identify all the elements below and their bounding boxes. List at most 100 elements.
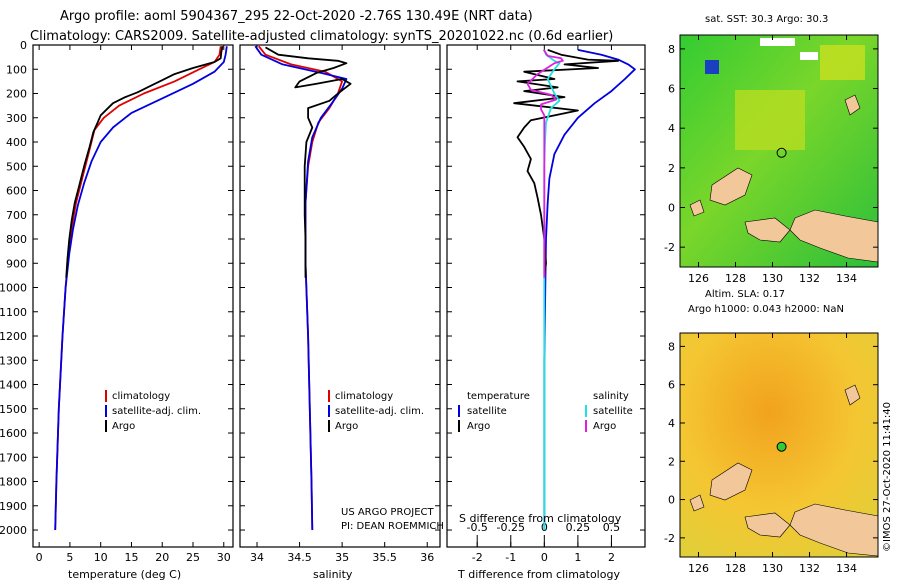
sst-cold-patch xyxy=(705,60,719,74)
series-line-satellite-adj-clim- xyxy=(54,46,228,531)
map-x-tick-label: 130 xyxy=(762,272,783,285)
series-line-s-satellite xyxy=(543,49,561,530)
depth-tick-label: 500 xyxy=(6,160,27,173)
depth-tick-label: 300 xyxy=(6,112,27,125)
legend-t-argo-label: Argo xyxy=(467,421,490,432)
map-y-tick-label: 6 xyxy=(668,379,675,392)
map-x-tick-label: 126 xyxy=(688,562,709,575)
map-x-tick-label: 134 xyxy=(836,562,857,575)
map-y-tick-label: 2 xyxy=(668,162,675,175)
map-y-tick-label: 0 xyxy=(668,202,675,215)
map-x-tick-label: 128 xyxy=(725,562,746,575)
map-axes: 126 128 130 132 134 8 6 4 2 0 -2 126 128 130 132 134 8 6 4… xyxy=(664,35,878,575)
sla-land-island xyxy=(689,494,705,512)
series-line-satellite-adj-clim- xyxy=(254,45,348,531)
x-tick-label: 20 xyxy=(155,551,169,564)
series-line-t-satellite xyxy=(543,49,636,530)
map-y-tick-label: 2 xyxy=(668,455,675,468)
depth-tick-label: 700 xyxy=(6,209,27,222)
sla-land-island xyxy=(709,462,753,501)
x-tick-label: 2 xyxy=(608,551,615,564)
x-tick-label: 35 xyxy=(335,551,349,564)
x-tick-label: 15 xyxy=(124,551,138,564)
depth-tick-label: 1300 xyxy=(0,354,27,367)
sst-map-frame xyxy=(679,34,879,268)
legend-clim-label: climatology xyxy=(335,391,393,402)
legend-temperature-title: temperature xyxy=(467,391,530,402)
x-tick-label: 30 xyxy=(217,551,231,564)
difference-panel-frame xyxy=(446,44,646,548)
legend-argo-label: Argo xyxy=(112,421,135,432)
x-tick-label: 35.5 xyxy=(372,551,397,564)
depth-tick-label: 800 xyxy=(6,233,27,246)
map-y-tick-label: 8 xyxy=(668,340,675,353)
map-y-tick-label: 8 xyxy=(668,43,675,56)
legend-satclim-label: satellite-adj. clim. xyxy=(335,406,424,417)
x-tick-label: 0 xyxy=(36,551,43,564)
depth-tick-label: 1900 xyxy=(0,500,27,513)
series-line-argo xyxy=(65,46,224,278)
s-x-tick-label: 0.5 xyxy=(603,521,621,534)
sst-cloud-gap xyxy=(760,38,795,46)
temperature-legend: climatology satellite-adj. clim. Argo xyxy=(105,390,201,432)
x-tick-label: 5 xyxy=(66,551,73,564)
depth-tick-label: 1700 xyxy=(0,451,27,464)
map-y-tick-label: 0 xyxy=(668,494,675,507)
sla-land-newguinea xyxy=(789,503,879,557)
legend-clim-label: climatology xyxy=(112,391,170,402)
footer-stamp: ©IMOS 27-Oct-2020 11:41:40 xyxy=(882,401,893,552)
salinity-plot: 34 34.5 35 35.5 36 xyxy=(250,45,434,564)
map-y-tick-label: -2 xyxy=(664,241,675,254)
x-tick-label: -1 xyxy=(505,551,516,564)
depth-tick-label: 600 xyxy=(6,185,27,198)
map-x-tick-label: 134 xyxy=(836,272,857,285)
depth-tick-label: 1500 xyxy=(0,403,27,416)
map-y-tick-label: 4 xyxy=(668,417,675,430)
legend-s-satellite-label: satellite xyxy=(593,406,633,417)
map-y-tick-label: 4 xyxy=(668,122,675,135)
x-tick-label: 25 xyxy=(186,551,200,564)
sla-land-island xyxy=(744,512,791,538)
argo-position-marker xyxy=(776,147,787,158)
depth-tick-label: 1400 xyxy=(0,379,27,392)
sst-map-title: sat. SST: 30.3 Argo: 30.3 xyxy=(705,14,828,25)
x-tick-label: 34.5 xyxy=(287,551,312,564)
x-tick-label: 1 xyxy=(574,551,581,564)
s-x-tick-label: -0.25 xyxy=(497,521,525,534)
sst-warm-patch xyxy=(735,90,805,150)
legend-satclim-label: satellite-adj. clim. xyxy=(112,406,201,417)
x-tick-label: 34 xyxy=(250,551,264,564)
depth-tick-label: 1200 xyxy=(0,330,27,343)
s-x-tick-label: -0.5 xyxy=(466,521,487,534)
temperature-x-label: temperature (deg C) xyxy=(68,568,181,580)
difference-plot: -2 -1 0 1 2-0.5 -0.25 0 0.25 0.5 xyxy=(466,45,636,564)
project-annotation: US ARGO PROJECT xyxy=(341,507,435,518)
legend-t-satellite-label: satellite xyxy=(467,406,507,417)
salinity-x-label: salinity xyxy=(313,568,353,580)
difference-legend: temperature salinity satellite Argo sate… xyxy=(458,391,633,432)
title-line-2: Climatology: CARS2009. Satellite-adjuste… xyxy=(30,29,613,44)
map-y-tick-label: -2 xyxy=(664,532,675,545)
map-x-tick-label: 132 xyxy=(799,272,820,285)
depth-tick-label: 900 xyxy=(6,257,27,270)
map-x-tick-label: 130 xyxy=(762,562,783,575)
sst-land-island xyxy=(709,167,753,206)
salinity-panel-frame xyxy=(239,44,441,548)
x-tick-label: 0 xyxy=(541,551,548,564)
title-line-1: Argo profile: aoml 5904367_295 22-Oct-20… xyxy=(60,9,533,24)
sst-land-island xyxy=(689,199,705,217)
sst-land-newguinea xyxy=(789,209,879,263)
depth-tick-label: 1100 xyxy=(0,306,27,319)
sst-land-island xyxy=(844,94,861,116)
sst-land-island xyxy=(744,217,791,243)
x-tick-label: -2 xyxy=(472,551,483,564)
temperature-plot: 0 5 10 15 20 25 30 xyxy=(36,45,231,564)
s-x-tick-label: 0.25 xyxy=(566,521,591,534)
sst-map xyxy=(679,34,879,268)
map-x-tick-label: 132 xyxy=(799,562,820,575)
series-line-s-argo xyxy=(526,49,564,278)
sst-warm-patch xyxy=(820,45,865,80)
depth-tick-label: 1600 xyxy=(0,427,27,440)
series-line-t-argo xyxy=(513,49,620,278)
